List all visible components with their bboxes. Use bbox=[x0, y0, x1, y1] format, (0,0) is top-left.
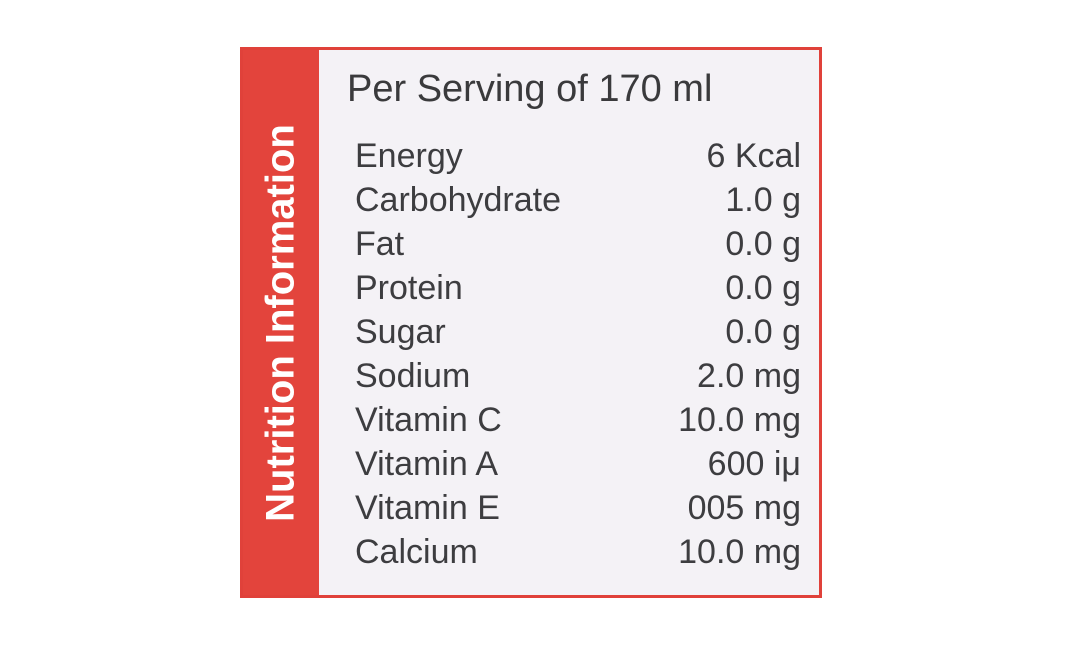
nutrient-name: Energy bbox=[355, 137, 463, 175]
nutrient-row: Vitamin E 005 mg bbox=[355, 486, 801, 530]
side-band: Nutrition Information bbox=[243, 50, 319, 595]
nutrient-name: Carbohydrate bbox=[355, 181, 562, 219]
nutrient-name: Sodium bbox=[355, 357, 471, 395]
nutrient-name: Vitamin A bbox=[355, 445, 499, 483]
heading: Per Serving of 170 ml bbox=[347, 68, 713, 110]
nutrient-amount: 0.0 g bbox=[725, 269, 801, 307]
nutrient-amount: 0.0 g bbox=[725, 313, 801, 351]
nutrient-row: Energy 6 Kcal bbox=[355, 134, 801, 178]
nutrient-name: Protein bbox=[355, 269, 463, 307]
nutrient-row: Vitamin C 10.0 mg bbox=[355, 398, 801, 442]
nutrient-amount: 0.0 g bbox=[725, 225, 801, 263]
nutrient-amount: 10.0 mg bbox=[678, 401, 801, 439]
nutrition-label: Nutrition Information Per Serving of 170… bbox=[240, 47, 822, 598]
nutrient-amount: 6 Kcal bbox=[706, 137, 802, 175]
nutrient-row: Carbohydrate 1.0 g bbox=[355, 178, 801, 222]
nutrient-name: Vitamin C bbox=[355, 401, 502, 439]
nutrient-row: Protein 0.0 g bbox=[355, 266, 801, 310]
nutrient-amount: 005 mg bbox=[687, 489, 801, 527]
nutrient-row: Calcium 10.0 mg bbox=[355, 530, 801, 574]
nutrient-name: Calcium bbox=[355, 533, 478, 571]
nutrient-amount: 600 iμ bbox=[707, 445, 801, 483]
nutrient-row: Sodium 2.0 mg bbox=[355, 354, 801, 398]
nutrient-row: Fat 0.0 g bbox=[355, 222, 801, 266]
nutrient-name: Fat bbox=[355, 225, 405, 263]
side-title: Nutrition Information bbox=[258, 123, 303, 522]
nutrient-name: Vitamin E bbox=[355, 489, 500, 527]
nutrient-amount: 10.0 mg bbox=[678, 533, 801, 571]
nutrient-amount: 2.0 mg bbox=[697, 357, 801, 395]
nutrient-row: Vitamin A 600 iμ bbox=[355, 442, 801, 486]
nutrient-row: Sugar 0.0 g bbox=[355, 310, 801, 354]
nutrient-amount: 1.0 g bbox=[725, 181, 801, 219]
nutrient-name: Sugar bbox=[355, 313, 446, 351]
nutrient-list: Energy 6 Kcal Carbohydrate 1.0 g Fat 0.0 g Pro… bbox=[355, 134, 801, 574]
